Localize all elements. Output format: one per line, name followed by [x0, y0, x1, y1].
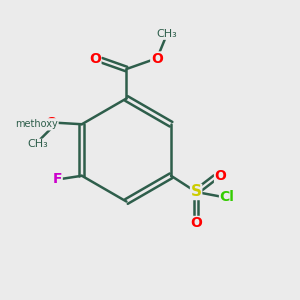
Text: F: F [52, 172, 62, 186]
Text: O: O [89, 52, 101, 66]
Text: CH₃: CH₃ [156, 29, 177, 39]
Text: O: O [190, 217, 202, 230]
Text: CH₃: CH₃ [28, 139, 49, 149]
Text: Cl: Cl [220, 190, 235, 204]
Text: S: S [190, 184, 202, 200]
Text: O: O [46, 116, 57, 130]
Text: O: O [214, 169, 226, 183]
Text: methoxy: methoxy [15, 118, 58, 129]
Text: O: O [151, 52, 163, 66]
